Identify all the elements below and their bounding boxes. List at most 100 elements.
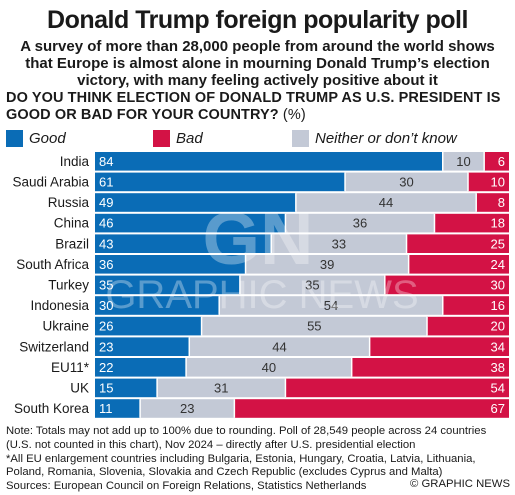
legend: Good Bad Neither or don’t know xyxy=(6,128,511,148)
bar-good-indonesia xyxy=(95,296,220,315)
value-good-ukraine: 26 xyxy=(99,319,113,334)
bar-bad-indonesia xyxy=(442,296,509,315)
bar-good-india xyxy=(95,152,443,171)
value-bad-china: 18 xyxy=(491,216,505,231)
bar-neither-south-africa xyxy=(245,255,409,274)
bar-good-turkey xyxy=(95,275,240,295)
value-bad-india: 6 xyxy=(498,154,505,169)
value-bad-brazil: 25 xyxy=(491,236,505,251)
bar-neither-south-korea xyxy=(140,399,235,418)
bar-bad-south-africa xyxy=(408,255,509,274)
category-label-eu11: EU11* xyxy=(51,360,90,375)
value-good-south-korea: 11 xyxy=(99,401,113,416)
legend-label-good: Good xyxy=(29,129,66,147)
value-neither-saudi-arabia: 30 xyxy=(399,175,413,190)
value-neither-south-korea: 23 xyxy=(180,401,194,416)
category-label-south-africa: South Africa xyxy=(16,257,89,272)
category-label-uk: UK xyxy=(70,381,89,396)
value-neither-indonesia: 54 xyxy=(324,298,338,313)
footer-sources: Sources: European Council on Foreign Rel… xyxy=(6,480,367,493)
value-bad-eu11: 38 xyxy=(491,360,505,375)
bar-bad-uk xyxy=(285,378,509,398)
value-good-eu11: 22 xyxy=(99,360,113,375)
value-bad-south-africa: 24 xyxy=(491,257,505,272)
legend-swatch-bad xyxy=(153,129,170,147)
bar-bad-turkey xyxy=(384,275,509,295)
bar-bad-brazil xyxy=(406,234,509,253)
bar-neither-ukraine xyxy=(201,316,428,336)
value-neither-russia: 44 xyxy=(379,195,393,210)
stacked-bar-chart: India 84 10 6 Saudi Arabia 61 30 10 Russia 49 44 8 C… xyxy=(12,152,509,418)
value-neither-uk: 31 xyxy=(214,381,228,396)
footer-note-rounding: Note: Totals may not add up to 100% due … xyxy=(6,425,487,451)
chart-subtitle: A survey of more than 28,000 people from… xyxy=(20,38,495,89)
value-neither-south-africa: 39 xyxy=(320,257,334,272)
value-bad-uk: 54 xyxy=(491,381,505,396)
bar-good-ukraine xyxy=(95,316,202,336)
value-good-saudi-arabia: 61 xyxy=(99,175,113,190)
value-good-china: 46 xyxy=(99,216,113,231)
bar-neither-turkey xyxy=(239,275,385,295)
value-bad-ukraine: 20 xyxy=(491,319,505,334)
watermark-text: GRAPHIC NEWS xyxy=(105,273,418,317)
chart-title: Donald Trump foreign popularity poll xyxy=(47,6,468,34)
bar-neither-russia xyxy=(295,193,477,212)
category-label-india: India xyxy=(60,154,90,169)
bar-good-eu11 xyxy=(95,358,187,377)
category-label-russia: Russia xyxy=(48,195,90,210)
footer-note-eu11: *All EU enlargement countries including … xyxy=(6,452,476,479)
bar-neither-brazil xyxy=(271,234,407,253)
value-good-russia: 49 xyxy=(99,195,113,210)
value-neither-china: 36 xyxy=(353,216,367,231)
bar-bad-eu11 xyxy=(351,358,509,377)
bar-neither-eu11 xyxy=(186,358,352,377)
bar-good-switzerland xyxy=(95,337,190,356)
value-neither-eu11: 40 xyxy=(262,360,276,375)
bar-good-brazil xyxy=(95,234,272,253)
footer-notes: Note: Totals may not add up to 100% due … xyxy=(6,425,511,494)
legend-label-bad: Bad xyxy=(176,129,203,147)
legend-item-neither: Neither or don’t know xyxy=(292,128,457,148)
category-label-south-korea: South Korea xyxy=(14,401,90,416)
value-neither-switzerland: 44 xyxy=(272,339,286,354)
value-bad-russia: 8 xyxy=(498,195,505,210)
survey-question: DO YOU THINK ELECTION OF DONALD TRUMP AS… xyxy=(6,90,511,124)
legend-item-good: Good xyxy=(6,128,66,148)
category-label-indonesia: Indonesia xyxy=(30,298,89,313)
bar-neither-india xyxy=(442,152,485,171)
bar-bad-russia xyxy=(476,193,509,212)
category-label-brazil: Brazil xyxy=(55,236,89,251)
legend-swatch-good xyxy=(6,129,23,147)
value-good-uk: 15 xyxy=(99,381,113,396)
bar-neither-switzerland xyxy=(189,337,370,356)
question-unit: (%) xyxy=(282,107,306,123)
bar-neither-uk xyxy=(157,378,286,398)
credit: © GRAPHIC NEWS xyxy=(410,478,510,490)
legend-item-bad: Bad xyxy=(153,128,203,148)
bar-bad-switzerland xyxy=(369,337,509,356)
value-neither-turkey: 35 xyxy=(305,278,319,293)
legend-swatch-neither xyxy=(292,129,309,147)
question-text: DO YOU THINK ELECTION OF DONALD TRUMP AS… xyxy=(6,90,501,123)
bar-good-south-africa xyxy=(95,255,246,274)
value-neither-brazil: 33 xyxy=(332,236,346,251)
bar-good-uk xyxy=(95,378,158,398)
bar-bad-saudi-arabia xyxy=(468,172,509,192)
value-neither-ukraine: 55 xyxy=(307,319,321,334)
category-label-china: China xyxy=(54,216,90,231)
bar-neither-saudi-arabia xyxy=(345,172,469,192)
bar-neither-indonesia xyxy=(219,296,443,315)
category-label-switzerland: Switzerland xyxy=(19,339,89,354)
bar-good-china xyxy=(95,213,286,233)
bar-bad-india xyxy=(484,152,509,171)
bar-bad-china xyxy=(434,213,509,233)
value-good-brazil: 43 xyxy=(99,236,113,251)
value-bad-indonesia: 16 xyxy=(491,298,505,313)
value-good-indonesia: 30 xyxy=(99,298,113,313)
value-bad-turkey: 30 xyxy=(491,278,505,293)
value-neither-india: 10 xyxy=(456,154,470,169)
bar-good-saudi-arabia xyxy=(95,172,346,192)
watermark-logo: GN xyxy=(203,197,314,280)
bar-neither-china xyxy=(285,213,435,233)
category-label-saudi-arabia: Saudi Arabia xyxy=(12,175,89,190)
